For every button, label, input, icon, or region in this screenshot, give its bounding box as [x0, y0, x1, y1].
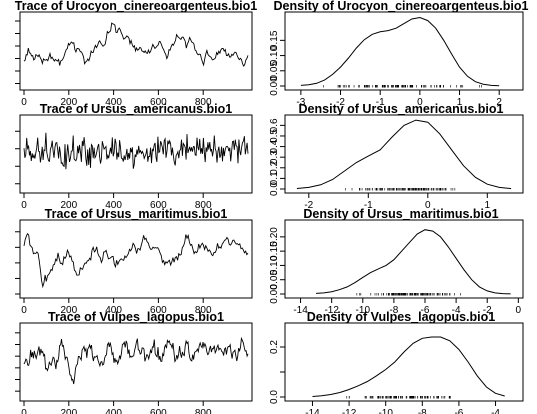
- plot-frame: [284, 114, 524, 194]
- chart-title-4: Density of Ursus_americanus.bio1: [299, 102, 504, 116]
- x-tick-label-1: 200: [60, 408, 77, 414]
- x-tick-label-3: 600: [150, 97, 167, 108]
- plot-frame: [19, 11, 253, 91]
- plot-frame: [284, 322, 524, 402]
- x-tick-label-5: -4: [491, 408, 500, 414]
- x-tick-label-3: -8: [389, 305, 398, 316]
- plot-frame: [284, 11, 524, 91]
- x-tick-label-0: -14: [293, 305, 308, 316]
- x-tick-label-7: 0: [516, 305, 522, 316]
- y-tick-label-1: 0.05: [269, 270, 280, 290]
- x-tick-label-2: -10: [356, 305, 371, 316]
- x-tick-label-1: 200: [60, 97, 77, 108]
- y-tick-label-4: 0.4: [269, 139, 280, 153]
- x-tick-label-4: -6: [454, 408, 463, 414]
- x-tick-label-1: 200: [60, 200, 77, 211]
- y-tick-label-3: 0.15: [269, 30, 280, 50]
- trace-line: [23, 22, 249, 68]
- chart-title-8: Density of Vulpes_lagopus.bio1: [307, 310, 496, 324]
- x-tick-label-2: -1: [376, 97, 385, 108]
- chart-title-5: Trace of Ursus_maritimus.bio1: [45, 207, 228, 221]
- x-tick-label-5: 2: [496, 97, 502, 108]
- chart-title-1: Trace of Urocyon_cinereoargenteus.bio1: [15, 0, 257, 13]
- chart-panel-3: Trace of Ursus_americanus.bio1 0 200 400 600…: [15, 102, 253, 211]
- x-tick-label-4: 800: [195, 200, 212, 211]
- chart-panel-7: Trace of Vulpes_lagopus.bio1 0 200 400 600 80…: [15, 310, 253, 414]
- plot-frame: [19, 114, 253, 194]
- x-tick-label-0: 0: [21, 305, 27, 316]
- x-tick-label-6: -2: [483, 305, 492, 316]
- y-tick-label-6: 0.6: [269, 118, 280, 132]
- y-tick-label-0: 0.0: [269, 390, 280, 404]
- density-curve: [296, 119, 512, 190]
- x-tick-label-2: -10: [378, 408, 393, 414]
- y-tick-label-3: 0.3: [269, 150, 280, 164]
- x-tick-label-0: 0: [21, 200, 27, 211]
- chart-panel-1: Trace of Urocyon_cinereoargenteus.bio1 0 2…: [15, 0, 257, 108]
- x-tick-label-3: 0: [417, 97, 423, 108]
- x-tick-label-2: 400: [105, 408, 122, 414]
- y-tick-label-0: 0.00: [269, 284, 280, 304]
- plot-frame: [19, 322, 253, 402]
- x-tick-label-3: 600: [150, 408, 167, 414]
- x-tick-label-1: -12: [324, 305, 339, 316]
- x-tick-label-3: 600: [150, 305, 167, 316]
- y-tick-label-0: 0.0: [269, 182, 280, 196]
- density-curve: [300, 16, 500, 87]
- y-tick-label-2: 0.2: [269, 160, 280, 174]
- x-tick-label-1: -1: [364, 200, 373, 211]
- chart-panel-4: Density of Ursus_americanus.bio10.00.10.…: [269, 102, 524, 211]
- x-tick-label-0: -14: [305, 408, 320, 414]
- density-curve: [312, 336, 505, 397]
- chart-panel-6: Density of Ursus_maritimus.bio10.000.050…: [269, 207, 524, 316]
- y-tick-label-2: 0.10: [269, 45, 280, 65]
- x-tick-label-0: -3: [296, 97, 305, 108]
- y-tick-label-4: 0.20: [269, 227, 280, 247]
- x-tick-label-2: 400: [105, 305, 122, 316]
- x-tick-label-1: -2: [336, 97, 345, 108]
- y-tick-label-3: 0.15: [269, 241, 280, 261]
- x-tick-label-4: -6: [421, 305, 430, 316]
- chart-panel-2: Density of Urocyon_cinereoargenteus.bio1…: [269, 0, 529, 108]
- y-tick-label-1: 0.2: [269, 340, 280, 354]
- x-tick-label-4: 800: [195, 408, 212, 414]
- trace-line: [23, 336, 249, 385]
- y-tick-label-5: 0.5: [269, 129, 280, 143]
- y-tick-label-1: 0.05: [269, 61, 280, 81]
- y-tick-label-2: 0.10: [269, 255, 280, 275]
- x-tick-label-1: 200: [60, 305, 77, 316]
- x-tick-label-0: 0: [21, 97, 27, 108]
- x-tick-label-3: 600: [150, 200, 167, 211]
- x-tick-label-4: 800: [195, 305, 212, 316]
- y-tick-label-1: 0.1: [269, 171, 280, 185]
- x-tick-label-0: -2: [304, 200, 313, 211]
- trace-line: [23, 232, 249, 289]
- chart-panel-8: Density of Vulpes_lagopus.bio1 0.0 0.2 -14 -…: [269, 310, 524, 414]
- x-tick-label-0: 0: [21, 408, 27, 414]
- x-tick-label-2: 400: [105, 200, 122, 211]
- chart-title-2: Density of Urocyon_cinereoargenteus.bio1: [274, 0, 529, 13]
- x-tick-label-1: -12: [342, 408, 357, 414]
- chart-title-6: Density of Ursus_maritimus.bio1: [303, 207, 498, 221]
- chart-panel-5: Trace of Ursus_maritimus.bio1 0 200 400 600 8…: [15, 207, 253, 316]
- chart-title-3: Trace of Ursus_americanus.bio1: [40, 102, 232, 116]
- y-tick-label-0: 0.00: [269, 76, 280, 96]
- x-tick-label-4: 1: [457, 97, 463, 108]
- x-tick-label-3: -8: [418, 408, 427, 414]
- plot-frame: [19, 219, 253, 299]
- x-tick-label-2: 0: [425, 200, 431, 211]
- trace-line: [23, 132, 249, 170]
- plot-frame: [284, 219, 524, 299]
- x-tick-label-4: 800: [195, 97, 212, 108]
- x-tick-label-3: 1: [485, 200, 491, 211]
- chart-title-7: Trace of Vulpes_lagopus.bio1: [48, 310, 224, 324]
- density-curve: [316, 229, 511, 295]
- x-tick-label-2: 400: [105, 97, 122, 108]
- x-tick-label-5: -4: [452, 305, 461, 316]
